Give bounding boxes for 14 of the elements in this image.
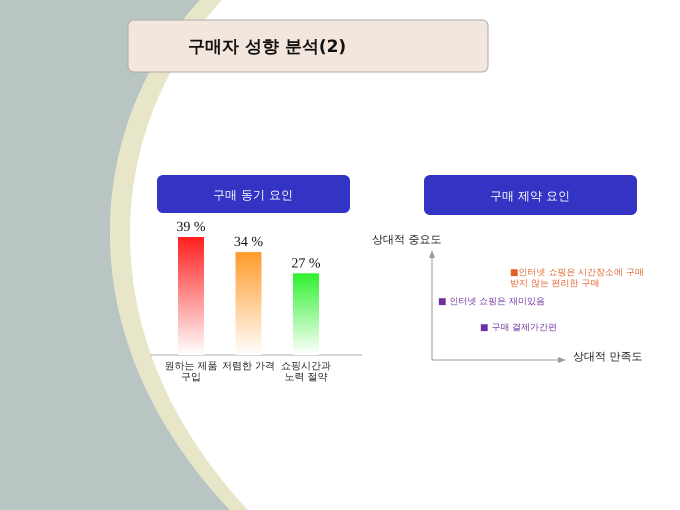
text: ■ 구매 결제가간편: [480, 323, 558, 333]
text: 상대적 중요도: [372, 233, 442, 246]
data-label: 34 %: [234, 235, 264, 250]
x-tick-label: 원하는 제품 구입: [164, 361, 218, 383]
text: 상대적 만족도: [573, 350, 642, 363]
text: ■인터넷 쇼핑은 시간장소에 구매 받지 않는 편리한 구매: [510, 268, 644, 289]
x-tick-label: 저렴한 가격: [222, 361, 276, 372]
chart-title: 구매자 성향 분석(2): [188, 37, 346, 57]
chart-subtitle: 구매 동기 요인: [213, 188, 293, 202]
data-label: 27 %: [291, 256, 321, 272]
text: ■ 인터넷 쇼핑은 재미있음: [438, 297, 546, 307]
data-label: 39 %: [176, 220, 206, 235]
text: 구매 제약 요인: [490, 189, 570, 203]
x-tick-label: 쇼핑시간과 노력 절약: [281, 361, 331, 383]
